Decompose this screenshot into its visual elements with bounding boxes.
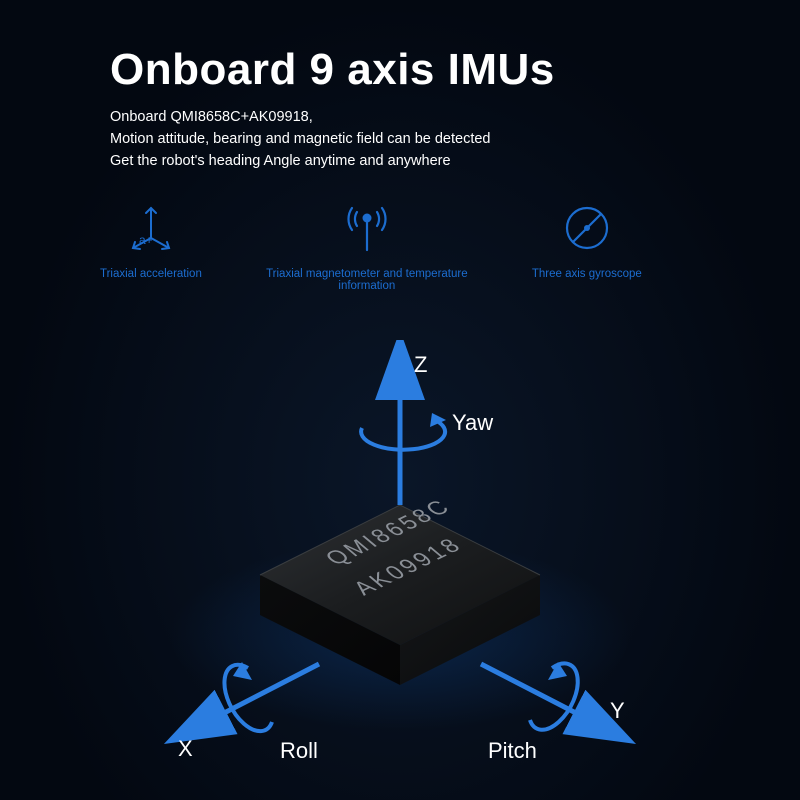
feature-label: Triaxial acceleration: [100, 268, 202, 280]
feature-label: Three axis gyroscope: [532, 268, 642, 280]
svg-text:a+: a+: [139, 233, 153, 247]
roll-label: Roll: [280, 738, 318, 764]
axes-diagram: Z Yaw X Roll Y Pitch QMI8658C AK09918: [100, 340, 700, 780]
feature-accel: a+ Triaxial acceleration: [100, 202, 202, 292]
page-title: Onboard 9 axis IMUs: [110, 45, 690, 95]
z-letter: Z: [414, 352, 427, 378]
signal-temp-icon: [341, 202, 393, 254]
subtitle: Onboard QMI8658C+AK09918, Motion attitud…: [110, 107, 690, 172]
y-letter: Y: [610, 698, 625, 724]
yaw-label: Yaw: [452, 410, 493, 436]
header: Onboard 9 axis IMUs Onboard QMI8658C+AK0…: [0, 0, 800, 172]
subtitle-line: Onboard QMI8658C+AK09918,: [110, 107, 690, 129]
pitch-label: Pitch: [488, 738, 537, 764]
feature-label: Triaxial magnetometer and temperature in…: [262, 268, 472, 292]
axes-accel-icon: a+: [125, 202, 177, 254]
subtitle-line: Get the robot's heading Angle anytime an…: [110, 151, 690, 173]
z-axis: [361, 365, 446, 505]
features-row: a+ Triaxial acceleration Triaxial magnet…: [0, 172, 800, 292]
x-letter: X: [178, 736, 193, 762]
feature-gyro: Three axis gyroscope: [532, 202, 642, 292]
subtitle-line: Motion attitude, bearing and magnetic fi…: [110, 129, 690, 151]
feature-magnetometer: Triaxial magnetometer and temperature in…: [262, 202, 472, 292]
gyro-circle-icon: [561, 202, 613, 254]
